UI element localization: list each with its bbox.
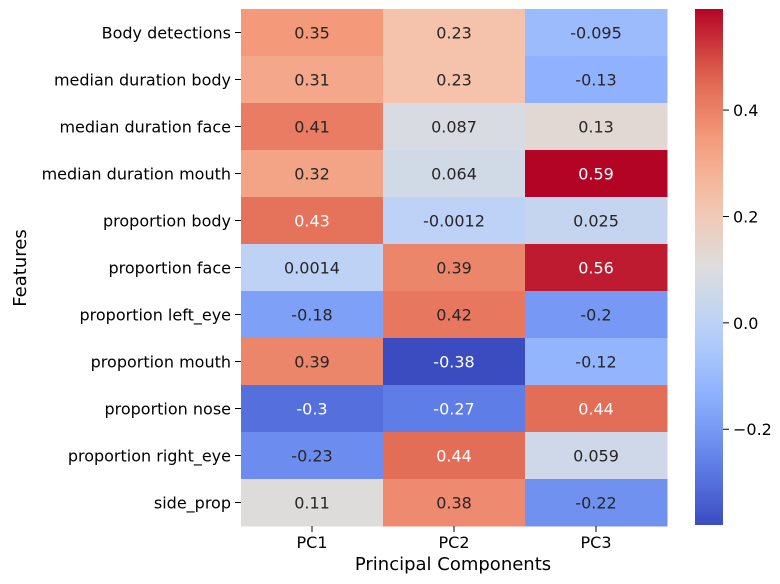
cell-value-label: -0.095: [570, 24, 622, 43]
heatmap-cell: [241, 9, 384, 57]
x-tick-label: PC3: [581, 533, 612, 552]
heatmap-cell: [383, 338, 526, 386]
cell-value-label: 0.44: [578, 400, 614, 419]
heatmap-cell: [383, 103, 526, 151]
heatmap-cell: [383, 291, 526, 339]
cell-value-label: 0.43: [294, 212, 330, 231]
cell-value-label: -0.22: [575, 494, 616, 513]
heatmap-cell: [525, 150, 668, 198]
cell-value-label: -0.27: [433, 400, 474, 419]
heatmap-cell: [525, 432, 668, 480]
colorbar-tick-label: 0.2: [733, 207, 758, 226]
cell-value-label: 0.59: [578, 165, 614, 184]
cell-value-label: 0.39: [294, 353, 330, 372]
cell-value-label: 0.11: [294, 494, 330, 513]
heatmap-cell: [383, 479, 526, 527]
heatmap-cell: [383, 150, 526, 198]
cell-value-label: 0.42: [436, 306, 472, 325]
y-axis-ticks: Body detections median duration body media…: [42, 24, 241, 514]
y-tick-label: Body detections: [102, 24, 231, 43]
heatmap-cell: [525, 9, 668, 57]
heatmap-cell: [383, 9, 526, 57]
heatmap-cell: [241, 338, 384, 386]
cell-value-label: 0.44: [436, 447, 472, 466]
heatmap-cell: [525, 103, 668, 151]
colorbar-tick-label: −0.2: [733, 420, 772, 439]
heatmap-cell: [525, 197, 668, 245]
y-tick-label: median duration mouth: [42, 165, 231, 184]
heatmap-cell: [241, 197, 384, 245]
heatmap-cell: [383, 385, 526, 433]
heatmap-cell: [525, 479, 668, 527]
cell-value-label: -0.38: [433, 353, 474, 372]
heatmap-cell: [525, 244, 668, 292]
cell-value-label: 0.087: [431, 118, 477, 137]
cell-value-label: 0.025: [573, 212, 619, 231]
y-tick-label: proportion left_eye: [80, 306, 232, 326]
x-axis-ticks: PC1 PC2 PC3: [297, 526, 612, 552]
heatmap-cell: [383, 432, 526, 480]
heatmap-cell: [241, 291, 384, 339]
cell-value-label: 0.35: [294, 24, 330, 43]
heatmap-cell: [241, 385, 384, 433]
colorbar-gradient: [695, 9, 723, 525]
heatmap-cell: [525, 385, 668, 433]
heatmap-cell: [383, 197, 526, 245]
cell-value-label: 0.41: [294, 118, 330, 137]
cell-value-label: 0.064: [431, 165, 477, 184]
y-tick-label: proportion face: [108, 259, 231, 278]
cell-value-label: 0.38: [436, 494, 472, 513]
heatmap-cells: [241, 9, 668, 527]
y-tick-label: side_prop: [154, 494, 231, 514]
y-tick-label: proportion nose: [104, 400, 231, 419]
cell-value-label: 0.39: [436, 259, 472, 278]
cell-value-label: 0.13: [578, 118, 614, 137]
cell-value-label: 0.23: [436, 71, 472, 90]
y-tick-label: median duration face: [59, 118, 231, 137]
cell-value-label: -0.18: [291, 306, 332, 325]
cell-value-label: -0.3: [296, 400, 327, 419]
heatmap-cell: [525, 291, 668, 339]
heatmap-cell: [241, 150, 384, 198]
colorbar-tick-label: 0.0: [733, 314, 758, 333]
x-tick-label: PC1: [297, 533, 328, 552]
heatmap-cell: [383, 56, 526, 104]
y-tick-label: proportion mouth: [91, 353, 231, 372]
heatmap-cell: [241, 103, 384, 151]
cell-value-label: -0.2: [580, 306, 611, 325]
y-tick-label: median duration body: [54, 71, 231, 90]
heatmap-cell: [383, 244, 526, 292]
colorbar-tick-label: 0.4: [733, 101, 758, 120]
cell-value-label: 0.56: [578, 259, 614, 278]
cell-value-label: -0.23: [291, 447, 332, 466]
cell-value-label: 0.32: [294, 165, 330, 184]
heatmap-cell: [241, 432, 384, 480]
heatmap-cell: [525, 338, 668, 386]
cell-value-label: 0.0014: [284, 259, 340, 278]
cell-value-label: -0.13: [575, 71, 616, 90]
cell-value-label: 0.23: [436, 24, 472, 43]
cell-value-label: 0.059: [573, 447, 619, 466]
cell-value-label: -0.0012: [423, 212, 485, 231]
y-tick-label: proportion body: [103, 212, 231, 231]
heatmap-cell: [241, 479, 384, 527]
cell-value-label: 0.31: [294, 71, 330, 90]
y-axis-label: Features: [10, 229, 31, 306]
x-tick-label: PC2: [439, 533, 470, 552]
heatmap-cell: [241, 244, 384, 292]
heatmap-cell: [525, 56, 668, 104]
cell-value-label: -0.12: [575, 353, 616, 372]
heatmap-cell-labels: 0.35 0.23 -0.095 0.31 0.23 -0.13 0.41 0.087 0.13…: [284, 24, 622, 513]
x-axis-label: Principal Components: [355, 554, 551, 575]
heatmap-cell: [241, 56, 384, 104]
colorbar: −0.2 0.0 0.2 0.4: [695, 9, 772, 525]
y-tick-label: proportion right_eye: [68, 447, 231, 467]
